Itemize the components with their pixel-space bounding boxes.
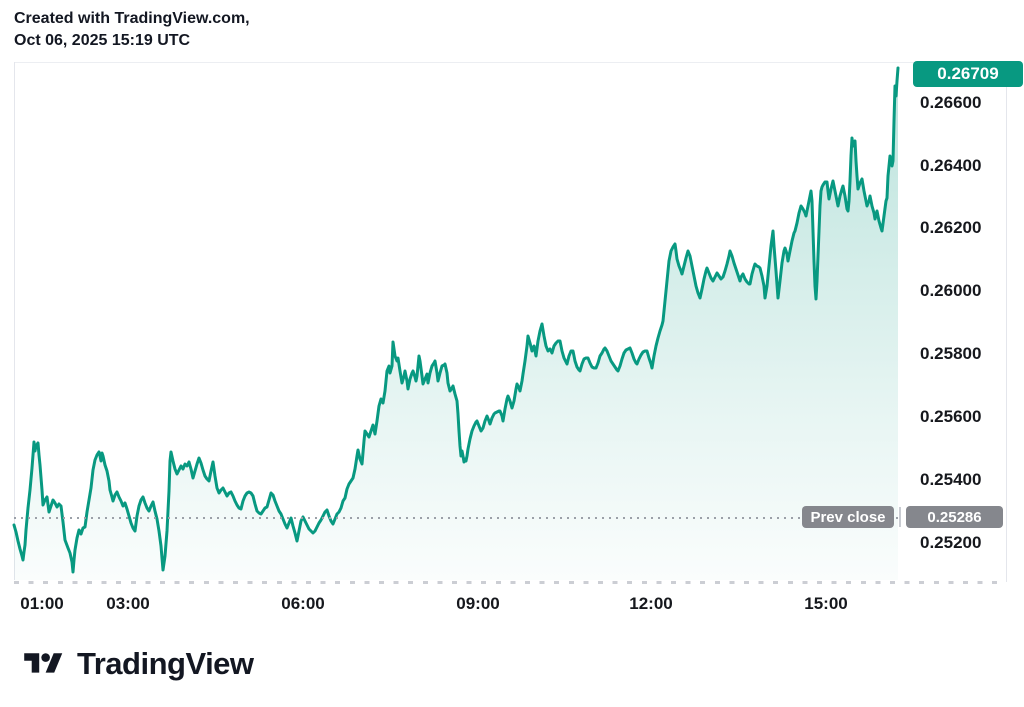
prev-close-badge-divider xyxy=(899,507,901,527)
price-line xyxy=(12,66,900,574)
prev-close-value-badge: 0.25286 xyxy=(906,506,1003,528)
price-scale-label: 0.25600 xyxy=(920,407,982,426)
price-scale-right-border xyxy=(1006,62,1007,582)
current-price-badge: 0.26709 xyxy=(913,61,1023,87)
attribution-line1: Created with TradingView.com, xyxy=(14,10,250,27)
time-scale-label: 03:00 xyxy=(106,594,150,613)
price-scale-label: 0.26400 xyxy=(920,156,982,175)
prev-close-dotted-line xyxy=(14,517,900,519)
time-scale-label: 15:00 xyxy=(804,594,848,613)
price-scale-label: 0.25200 xyxy=(920,533,982,552)
tradingview-logo-icon xyxy=(24,653,63,673)
attribution-line2: Oct 06, 2025 15:19 UTC xyxy=(14,32,191,49)
prev-close-label-badge: Prev close xyxy=(802,506,894,528)
prev-close-label: Prev close xyxy=(810,508,886,526)
time-scale-label: 12:00 xyxy=(629,594,673,613)
attribution: Created with TradingView.com, Oct 06, 20… xyxy=(14,8,250,52)
time-scale-label: 06:00 xyxy=(281,594,325,613)
plot-left-border xyxy=(14,62,15,580)
time-scale-label: 01:00 xyxy=(20,594,64,613)
price-scale-label: 0.26200 xyxy=(920,218,982,237)
area-fill xyxy=(14,68,898,580)
tradingview-logo-text: TradingView xyxy=(77,646,254,681)
time-axis-minor-ticks xyxy=(14,581,1006,584)
time-scale-label: 09:00 xyxy=(456,594,500,613)
price-scale-label: 0.26600 xyxy=(920,93,982,112)
plot-top-border xyxy=(14,62,1006,63)
prev-close-value: 0.25286 xyxy=(927,508,982,526)
price-scale-label: 0.25800 xyxy=(920,344,982,363)
price-scale-label: 0.25400 xyxy=(920,470,982,489)
tradingview-logo[interactable]: TradingView xyxy=(24,646,254,682)
price-scale-label: 0.26000 xyxy=(920,281,982,300)
current-price-value: 0.26709 xyxy=(937,64,999,83)
